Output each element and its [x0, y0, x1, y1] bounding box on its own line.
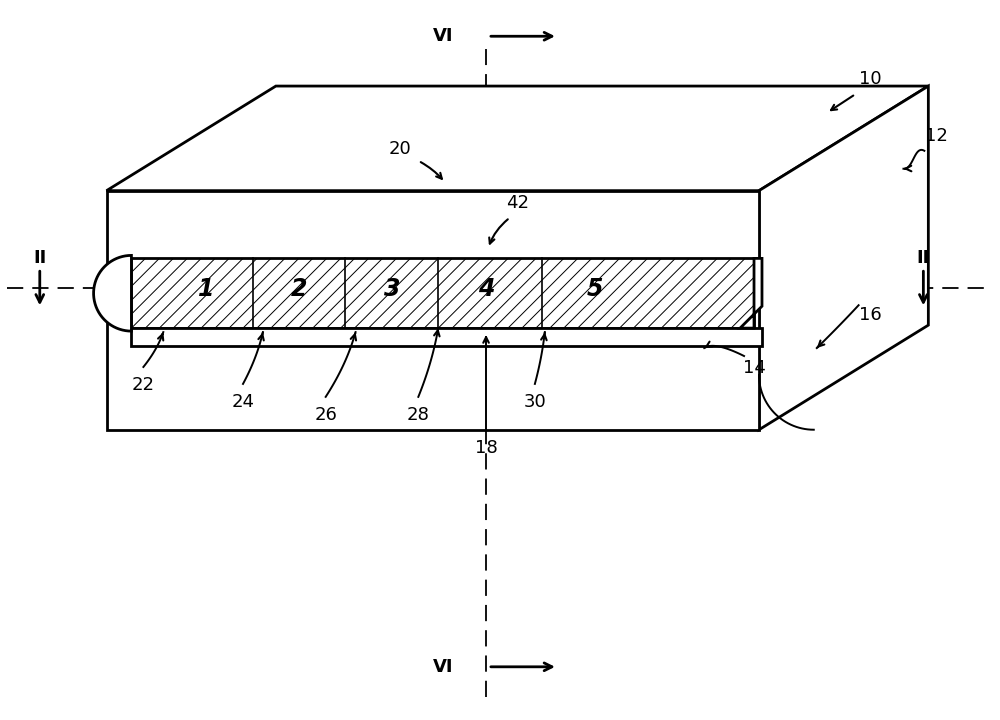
Text: 12: 12	[925, 127, 948, 145]
Text: 14: 14	[743, 359, 765, 377]
Text: 3: 3	[384, 277, 401, 301]
Text: 16: 16	[859, 306, 882, 324]
Text: 28: 28	[407, 406, 430, 424]
Polygon shape	[759, 86, 928, 430]
Text: II: II	[33, 249, 46, 267]
Polygon shape	[740, 258, 762, 328]
Polygon shape	[94, 256, 131, 331]
Text: 42: 42	[506, 194, 529, 212]
Text: VI: VI	[433, 27, 453, 45]
Text: 2: 2	[291, 277, 307, 301]
Polygon shape	[131, 258, 754, 328]
Text: 22: 22	[132, 376, 155, 394]
Text: II: II	[917, 249, 930, 267]
Text: 10: 10	[859, 70, 882, 88]
Polygon shape	[131, 328, 762, 346]
Text: 30: 30	[523, 393, 546, 411]
Text: 24: 24	[231, 393, 254, 411]
Text: 18: 18	[475, 438, 497, 456]
Text: 20: 20	[389, 140, 412, 158]
Text: 26: 26	[314, 406, 337, 424]
Polygon shape	[107, 191, 759, 430]
Text: 1: 1	[198, 277, 214, 301]
Text: 4: 4	[478, 277, 494, 301]
Text: VI: VI	[433, 658, 453, 676]
Text: 5: 5	[586, 277, 603, 301]
Polygon shape	[107, 86, 928, 191]
